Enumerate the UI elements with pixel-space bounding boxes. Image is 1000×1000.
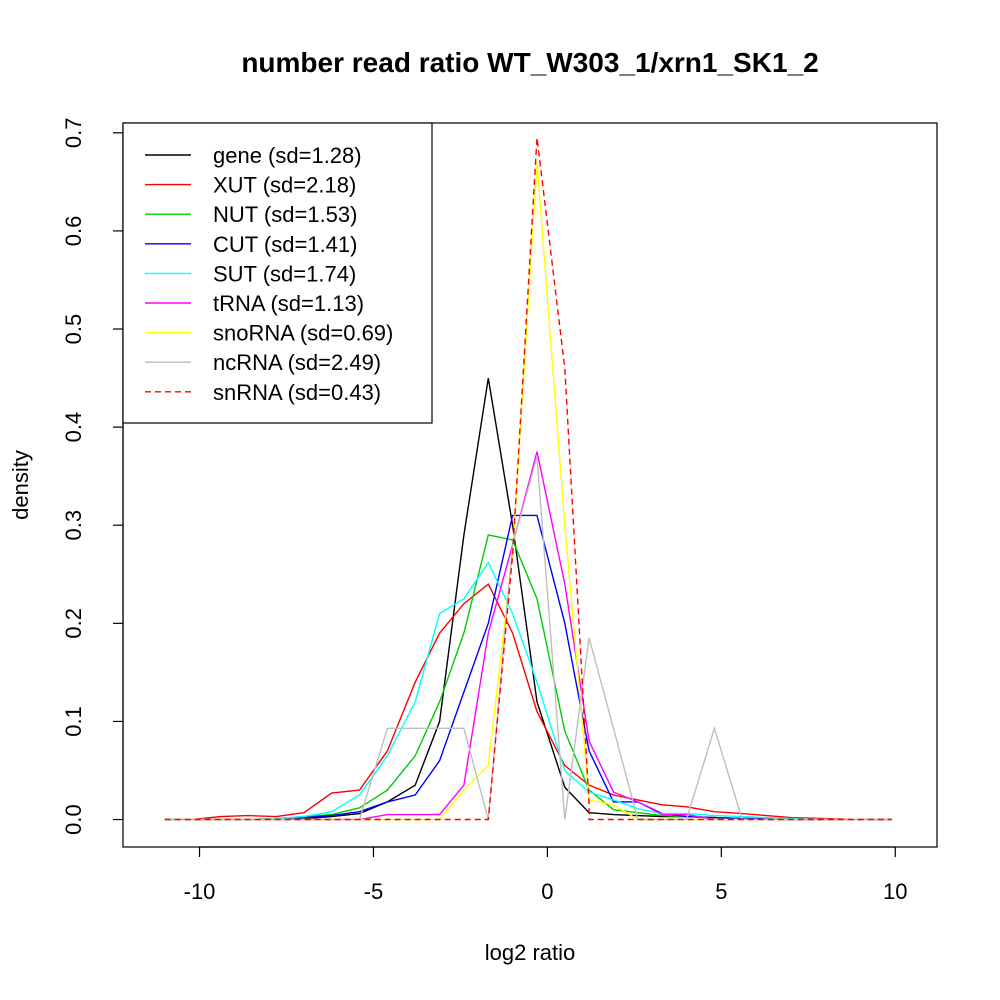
x-tick-label-2: 0 xyxy=(541,879,553,904)
y-tick-label-1: 0.1 xyxy=(61,706,86,737)
x-axis: -10 -5 0 5 10 xyxy=(184,846,907,904)
legend-label-6: snoRNA (sd=0.69) xyxy=(213,321,393,346)
legend-label-7: ncRNA (sd=2.49) xyxy=(213,350,381,375)
x-tick-label-0: -10 xyxy=(184,879,216,904)
y-tick-label-7: 0.7 xyxy=(61,118,86,149)
chart-title: number read ratio WT_W303_1/xrn1_SK1_2 xyxy=(241,47,818,78)
series-line-4 xyxy=(164,561,892,821)
y-tick-label-2: 0.2 xyxy=(61,608,86,639)
y-axis-label: density xyxy=(8,450,33,520)
legend: gene (sd=1.28) XUT (sd=2.18) NUT (sd=1.53)… xyxy=(122,122,433,424)
x-tick-label-4: 10 xyxy=(883,879,907,904)
y-tick-label-3: 0.3 xyxy=(61,510,86,541)
legend-label-2: NUT (sd=1.53) xyxy=(213,202,357,227)
plot-lines xyxy=(164,137,892,821)
legend-label-0: gene (sd=1.28) xyxy=(213,143,362,168)
y-tick-label-5: 0.5 xyxy=(61,314,86,345)
y-tick-label-0: 0.0 xyxy=(61,804,86,835)
y-tick-label-6: 0.6 xyxy=(61,216,86,247)
x-tick-label-1: -5 xyxy=(364,879,384,904)
legend-label-3: CUT (sd=1.41) xyxy=(213,232,357,257)
series-line-1 xyxy=(164,583,892,821)
legend-label-4: SUT (sd=1.74) xyxy=(213,261,356,286)
x-tick-label-3: 5 xyxy=(715,879,727,904)
y-tick-label-4: 0.4 xyxy=(61,412,86,443)
x-axis-label: log2 ratio xyxy=(485,940,576,965)
legend-label-8: snRNA (sd=0.43) xyxy=(213,380,381,405)
legend-label-5: tRNA (sd=1.13) xyxy=(213,291,364,316)
legend-label-1: XUT (sd=2.18) xyxy=(213,173,356,198)
series-line-8 xyxy=(164,137,892,821)
